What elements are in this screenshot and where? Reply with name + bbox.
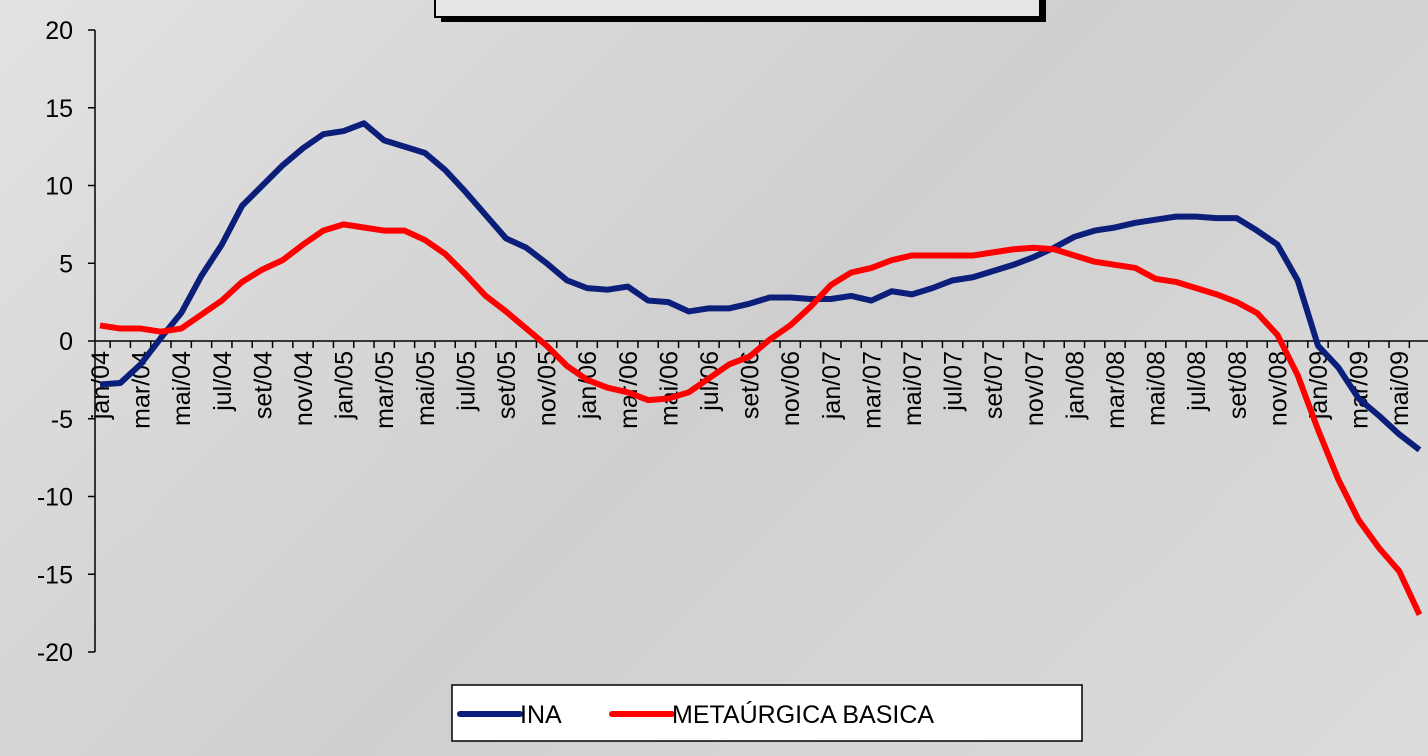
legend-label: METAÚRGICA BASICA [672, 700, 934, 729]
x-tick-label: nov/08 [1264, 351, 1292, 426]
x-tick-label: jul/05 [452, 351, 480, 412]
title-box [434, 0, 1041, 18]
x-tick-label: jan/07 [818, 351, 846, 420]
x-tick-label: mai/05 [412, 351, 440, 426]
x-tick-label: nov/04 [290, 351, 318, 426]
x-tick-label: mai/06 [655, 351, 683, 426]
legend-label: INA [520, 701, 562, 729]
x-tick-label: mar/05 [371, 351, 399, 429]
x-tick-label: mai/04 [168, 351, 196, 426]
x-tick-label: set/04 [249, 351, 277, 419]
x-tick-label: mai/07 [899, 351, 927, 426]
y-tick-label: -10 [37, 484, 73, 512]
x-tick-label: set/05 [493, 351, 521, 419]
x-tick-label: set/08 [1224, 351, 1252, 419]
x-tick-label: jul/08 [1183, 351, 1211, 412]
x-tick-label: nov/06 [777, 351, 805, 426]
series-line [99, 120, 1422, 453]
x-tick-label: jan/08 [1061, 351, 1089, 420]
y-tick-label: 10 [45, 173, 73, 201]
x-tick-label: mai/08 [1143, 351, 1171, 426]
x-tick-label: mar/07 [858, 351, 886, 429]
x-tick-label: set/07 [980, 351, 1008, 419]
x-tick-label: mai/09 [1386, 351, 1414, 426]
y-tick-label: 5 [59, 250, 73, 278]
x-tick-label: jan/05 [331, 351, 359, 420]
series-line [99, 221, 1423, 616]
y-tick-label: -15 [37, 561, 73, 589]
y-tick-label: -20 [37, 639, 73, 667]
x-tick-label: nov/05 [534, 351, 562, 426]
y-tick-label: 15 [45, 95, 73, 123]
x-tick-label: jul/07 [940, 351, 968, 412]
x-tick-label: jul/04 [209, 351, 237, 412]
y-tick-label: 0 [59, 328, 73, 356]
y-tick-label: -5 [51, 406, 73, 434]
x-tick-label: nov/07 [1021, 351, 1049, 426]
legend-box [451, 684, 1083, 742]
y-tick-label: 20 [45, 17, 73, 45]
x-tick-label: mar/08 [1102, 351, 1130, 429]
